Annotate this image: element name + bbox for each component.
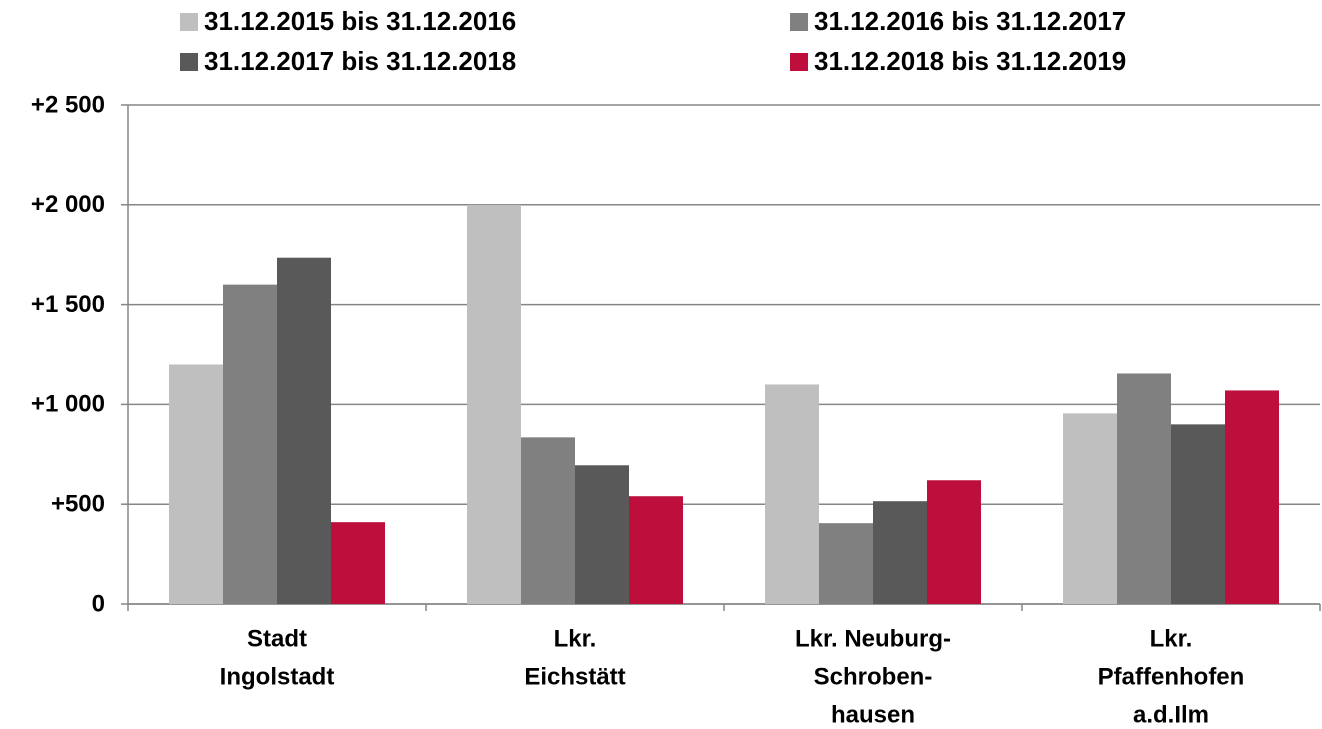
legend-label: 31.12.2017 bis 31.12.2018 [204, 46, 516, 76]
bar [521, 437, 575, 604]
bar [223, 284, 277, 604]
bar [169, 364, 223, 604]
y-tick-label: +1 500 [31, 291, 105, 318]
bar [1171, 424, 1225, 604]
y-tick-label: 0 [92, 590, 105, 617]
bar [927, 480, 981, 604]
y-tick-label: +500 [51, 491, 105, 518]
bar [277, 257, 331, 604]
bar [1117, 373, 1171, 604]
bar [331, 522, 385, 604]
x-tick-label: Lkr. [1150, 625, 1193, 652]
legend-label: 31.12.2016 bis 31.12.2017 [814, 6, 1126, 36]
bar [1063, 413, 1117, 604]
bar [467, 204, 521, 605]
bar [1225, 390, 1279, 604]
bar [873, 501, 927, 604]
legend-swatch [180, 53, 198, 71]
legend-label: 31.12.2015 bis 31.12.2016 [204, 6, 516, 36]
legend-swatch [790, 13, 808, 31]
x-tick-label: hausen [831, 701, 915, 728]
x-tick-label: Schroben- [814, 663, 933, 690]
x-tick-label: Lkr. [554, 625, 597, 652]
x-tick-label: Eichstätt [524, 663, 625, 690]
y-tick-label: +1 000 [31, 391, 105, 418]
y-tick-label: +2 500 [31, 91, 105, 118]
bar [765, 384, 819, 604]
legend-label: 31.12.2018 bis 31.12.2019 [814, 46, 1126, 76]
legend-swatch [790, 53, 808, 71]
bar [819, 523, 873, 604]
x-tick-label: Lkr. Neuburg- [795, 625, 951, 652]
x-tick-label: a.d.Ilm [1133, 701, 1209, 728]
x-tick-label: Ingolstadt [220, 663, 335, 690]
x-tick-label: Stadt [247, 625, 307, 652]
legend-swatch [180, 13, 198, 31]
y-tick-label: +2 000 [31, 191, 105, 218]
bar [575, 465, 629, 604]
bar [629, 496, 683, 604]
x-tick-label: Pfaffenhofen [1098, 663, 1245, 690]
